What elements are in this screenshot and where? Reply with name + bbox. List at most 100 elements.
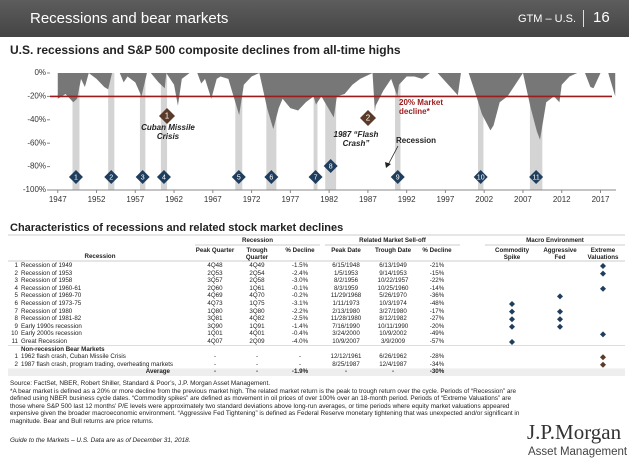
drawdown-area xyxy=(57,73,616,140)
table-cell: 8/3/1959 xyxy=(333,284,359,292)
table-column-header: Peak Quarter xyxy=(195,247,235,254)
recession-marker-label: 4 xyxy=(162,174,166,181)
table-cell: 3/9/2009 xyxy=(380,338,406,345)
row-name: Recession of 1953 xyxy=(21,269,73,277)
table-cell: 12/4/1987 xyxy=(379,360,407,368)
table-cell: -4.0% xyxy=(291,338,309,345)
table-cell: 2/13/1980 xyxy=(332,307,360,315)
x-tick-label: 2017 xyxy=(592,195,610,204)
row-name: Early 2000s recession xyxy=(21,330,82,338)
arrow-head xyxy=(385,162,391,168)
table-flag xyxy=(557,308,563,315)
table-flag xyxy=(557,293,563,300)
table-cell: 1Q80 xyxy=(207,307,223,315)
x-tick-label: 1987 xyxy=(359,195,377,204)
table-column-header: Aggressive Fed xyxy=(543,247,577,262)
table-cell: 3/24/2000 xyxy=(332,330,360,338)
table-cell: -57% xyxy=(429,338,445,345)
recession-marker xyxy=(104,170,119,184)
table-flag xyxy=(600,263,606,269)
table-group-header: Related Market Sell-off xyxy=(359,237,426,244)
guide-note: Guide to the Markets – U.S. Data are as … xyxy=(10,437,191,444)
page-number: 16 xyxy=(593,9,610,26)
recession-marker-label: 3 xyxy=(141,174,145,181)
table-cell: 1/5/1953 xyxy=(333,269,359,277)
table-cell: 10/22/1957 xyxy=(377,277,409,285)
threshold-label: 20% Market decline* xyxy=(399,98,444,117)
row-number: 3 xyxy=(14,277,18,285)
table-flag xyxy=(509,308,515,315)
row-number: 5 xyxy=(14,292,18,300)
row-name: Great Recession xyxy=(21,338,68,345)
table-cell: -1.4% xyxy=(291,322,309,330)
row-number: 2 xyxy=(14,269,18,277)
table-column-header: Peak Date xyxy=(331,247,361,254)
annotation-arrow xyxy=(387,145,399,166)
table-cell: 4Q07 xyxy=(207,338,223,345)
row-name: 1987 flash crash, program trading, overh… xyxy=(21,360,174,368)
table-cell: -0.4% xyxy=(291,330,309,338)
section-label: GTM – U.S. xyxy=(518,13,577,25)
section-header: Non-recession Bear Markets xyxy=(21,345,105,353)
row-name: Recession of 1958 xyxy=(21,277,73,285)
x-tick-label: 2002 xyxy=(475,195,493,204)
row-name: Recession of 1973-75 xyxy=(21,300,82,307)
table-cell: -21% xyxy=(429,262,445,269)
table-cell: 1Q91 xyxy=(249,322,265,330)
x-tick-label: 1957 xyxy=(126,195,144,204)
table-flag xyxy=(509,339,515,345)
row-number: 1 xyxy=(14,262,18,269)
x-tick-label: 1992 xyxy=(398,195,416,204)
y-tick-label: 0% xyxy=(34,68,46,77)
table-cell: 8/25/1987 xyxy=(332,360,360,368)
table-cell: 12/12/1961 xyxy=(330,353,362,361)
table-cell: 2Q54 xyxy=(249,269,265,277)
recession-marker xyxy=(68,170,83,184)
recession-band xyxy=(266,73,277,190)
row-name: Recession of 1949 xyxy=(21,262,73,269)
footnote: *A bear market is defined as a 20% or mo… xyxy=(10,388,520,425)
table-cell: 2Q09 xyxy=(249,338,265,345)
table-cell: -14% xyxy=(429,284,445,292)
recession-marker-label: 8 xyxy=(329,163,333,170)
table-flag xyxy=(600,331,606,338)
table-cell: 8/12/1982 xyxy=(379,315,407,323)
recession-annotation: Recession xyxy=(396,136,437,145)
table-cell: - xyxy=(255,360,259,368)
table-cell: -28% xyxy=(429,353,445,361)
table-column-header: Commodity Spike xyxy=(494,247,530,262)
table-cell: 10/11/1990 xyxy=(377,322,409,330)
event-marker xyxy=(159,108,175,124)
table-cell: - xyxy=(255,353,259,361)
recession-marker xyxy=(323,159,338,173)
table-cell: -2.5% xyxy=(291,315,309,323)
table-cell: 1Q61 xyxy=(249,284,265,292)
table-cell: 1Q01 xyxy=(207,330,223,338)
logo: J.P.Morgan xyxy=(527,420,622,444)
table-flag xyxy=(600,361,606,368)
table-cell: -0.1% xyxy=(291,284,309,292)
table-flag xyxy=(600,354,606,361)
row-number: 7 xyxy=(14,307,18,315)
table-cell: -27% xyxy=(429,315,445,323)
table-cell: 10/9/2002 xyxy=(379,330,407,338)
average-cell: - xyxy=(255,368,259,376)
event-annotation: 1987 “Flash Crash” xyxy=(333,130,379,149)
row-name: Recession of 1981-82 xyxy=(21,315,82,323)
x-tick-label: 1952 xyxy=(88,195,106,204)
row-number: 6 xyxy=(14,300,18,307)
table-cell: 4Q49 xyxy=(249,262,265,269)
average-cell: - xyxy=(391,368,395,376)
x-tick-label: 1977 xyxy=(281,195,299,204)
row-name: Recession of 1960-61 xyxy=(21,284,82,292)
table-cell: 3Q81 xyxy=(207,315,223,323)
row-number: 11 xyxy=(11,338,18,345)
table-cell: 2Q58 xyxy=(249,277,265,285)
recession-marker-label: 6 xyxy=(269,174,273,181)
table-cell: -2.2% xyxy=(291,307,309,315)
x-tick-label: 2012 xyxy=(553,195,571,204)
table-cell: 2Q53 xyxy=(207,269,223,277)
y-tick-label: -60% xyxy=(27,138,46,147)
table-flag xyxy=(600,285,606,292)
